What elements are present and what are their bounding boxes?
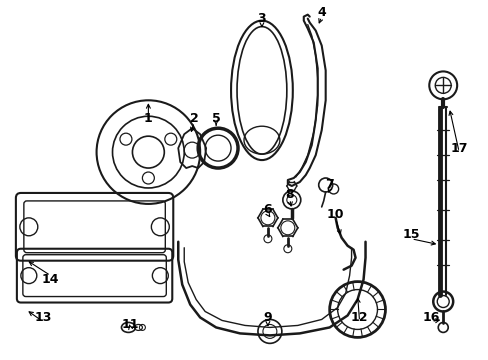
Text: 14: 14 — [42, 273, 60, 286]
Text: 15: 15 — [402, 228, 419, 241]
Text: 10: 10 — [326, 208, 344, 221]
Text: 7: 7 — [325, 179, 333, 192]
Text: 16: 16 — [422, 311, 439, 324]
Text: 2: 2 — [189, 112, 198, 125]
Text: 11: 11 — [122, 318, 139, 331]
Text: 3: 3 — [257, 12, 265, 25]
Text: 1: 1 — [143, 112, 152, 125]
Text: 4: 4 — [317, 6, 325, 19]
Text: 13: 13 — [34, 311, 51, 324]
Text: 17: 17 — [449, 141, 467, 155]
Text: 8: 8 — [285, 188, 294, 202]
Text: 5: 5 — [211, 112, 220, 125]
Text: 12: 12 — [350, 311, 367, 324]
Text: 9: 9 — [263, 311, 272, 324]
Text: 6: 6 — [263, 203, 272, 216]
